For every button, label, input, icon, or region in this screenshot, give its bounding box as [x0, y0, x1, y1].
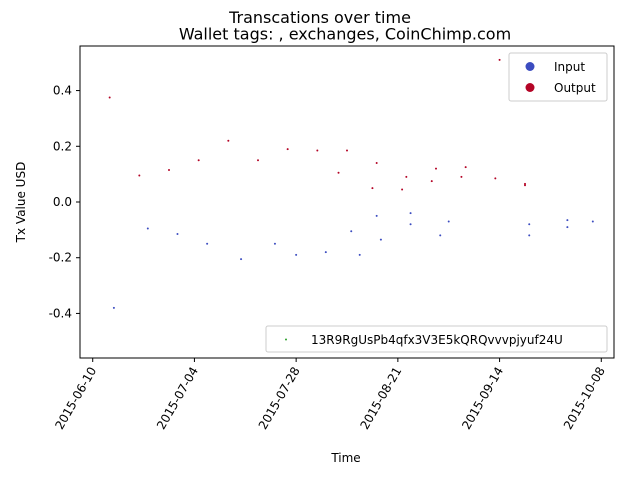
y-tick-label-2: 0.0	[53, 195, 72, 209]
point-output-7	[316, 149, 319, 152]
legend-input-label: Input	[554, 60, 585, 74]
point-output-16	[460, 175, 463, 178]
legend-output-marker	[525, 83, 535, 92]
point-output-18	[494, 177, 497, 180]
point-input-18	[566, 219, 569, 222]
chart-subtitle: Wallet tags: , exchanges, CoinChimp.com	[179, 25, 511, 44]
point-input-8	[350, 230, 353, 233]
point-output-6	[286, 148, 289, 151]
point-input-11	[379, 238, 382, 241]
point-output-19	[498, 58, 501, 61]
point-input-14	[439, 234, 442, 237]
point-input-10	[375, 214, 378, 217]
y-axis-label: Tx Value USD	[14, 162, 28, 244]
point-output-4	[227, 139, 230, 142]
point-output-13	[405, 175, 408, 178]
x-tick-label-5: 2015-10-08	[561, 365, 608, 432]
point-output-2	[168, 168, 170, 171]
legend-address-marker	[285, 338, 287, 341]
legend-upper: Input Output	[508, 52, 608, 102]
point-input-6	[295, 253, 298, 256]
x-axis-label: Time	[330, 451, 360, 465]
point-output-21	[524, 184, 526, 187]
point-output-5	[257, 159, 259, 162]
point-input-0	[112, 306, 115, 309]
point-input-4	[240, 258, 243, 261]
point-output-11	[375, 162, 378, 164]
x-axis-ticks: 2015-06-10 2015-07-04 2015-07-28 2015-08-21…	[52, 358, 608, 432]
x-tick-label-2: 2015-07-28	[256, 365, 303, 432]
point-output-17	[464, 166, 467, 169]
data-points	[108, 58, 594, 309]
point-input-3	[206, 242, 209, 245]
legend-lower-frame	[265, 325, 608, 353]
x-tick-label-1: 2015-07-04	[154, 365, 201, 432]
point-output-14	[430, 180, 433, 183]
y-tick-label-3: 0.2	[53, 139, 72, 153]
point-input-7	[324, 251, 327, 254]
point-output-1	[138, 174, 141, 177]
point-output-8	[337, 171, 340, 174]
point-input-19	[566, 226, 569, 229]
chart-title: Transcations over time	[228, 8, 411, 27]
legend-lower: 13R9RgUsPb4qfx3V3E5kQRQvvvpjyuf24U	[265, 325, 608, 353]
point-input-2	[176, 233, 179, 236]
point-input-17	[528, 234, 531, 237]
y-axis-ticks: -0.4 -0.2 0.0 0.2 0.4	[49, 84, 80, 320]
point-input-12	[409, 212, 412, 215]
y-tick-label-0: -0.4	[49, 306, 72, 320]
point-output-12	[401, 188, 404, 191]
point-output-3	[197, 159, 200, 162]
point-output-15	[435, 167, 437, 170]
point-input-13	[409, 223, 412, 226]
point-output-10	[371, 187, 374, 190]
legend-output-label: Output	[554, 81, 596, 95]
legend-address-label: 13R9RgUsPb4qfx3V3E5kQRQvvvpjyuf24U	[311, 333, 563, 347]
point-output-9	[346, 149, 348, 152]
point-input-5	[273, 242, 276, 245]
y-tick-label-1: -0.2	[49, 251, 72, 265]
point-input-9	[358, 253, 361, 256]
y-tick-label-4: 0.4	[53, 84, 72, 98]
x-tick-label-3: 2015-08-21	[357, 365, 404, 432]
legend-input-marker	[525, 62, 535, 71]
point-output-0	[108, 96, 111, 99]
point-input-20	[591, 220, 594, 223]
x-tick-label-0: 2015-06-10	[52, 365, 99, 432]
point-input-1	[146, 227, 149, 230]
x-tick-label-4: 2015-09-14	[459, 364, 506, 431]
point-input-16	[528, 223, 531, 226]
point-input-15	[447, 220, 450, 223]
point-output-20	[524, 182, 526, 185]
